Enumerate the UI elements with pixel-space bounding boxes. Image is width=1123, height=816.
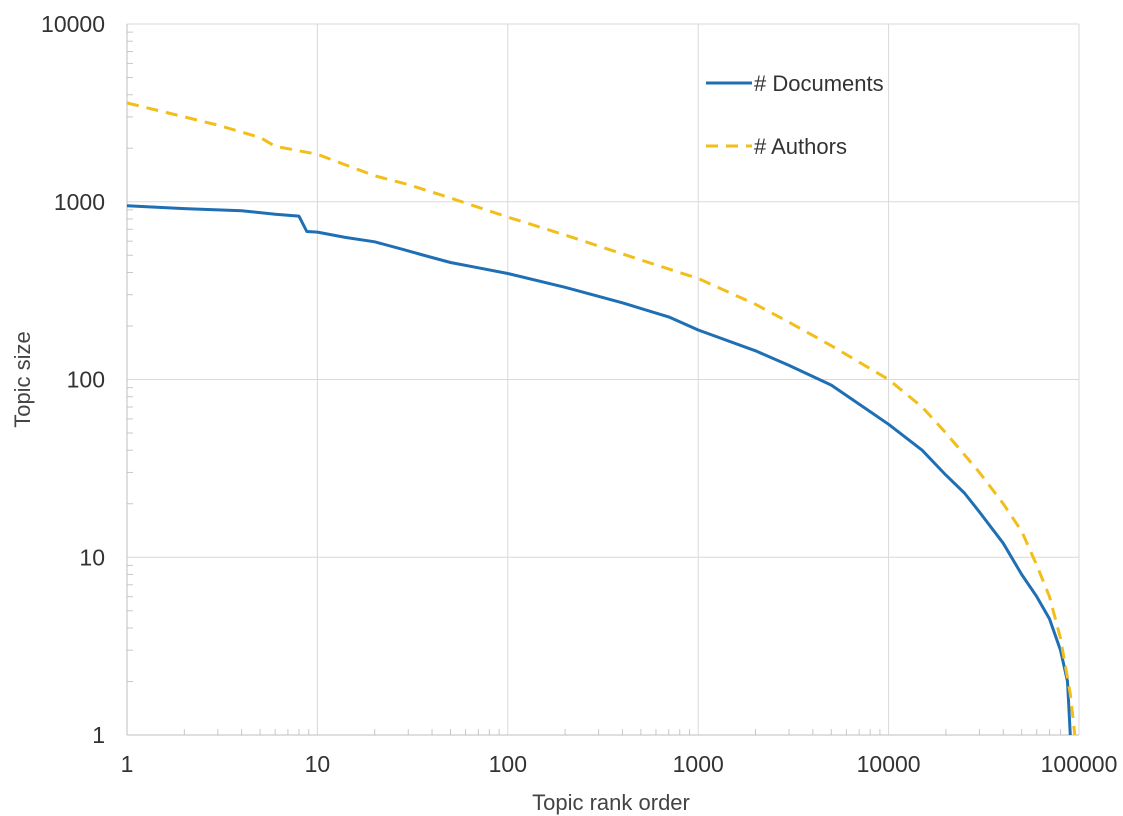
y-tick-labels: 1 10 100 1000 10000 [41, 11, 105, 748]
x-tick-label: 1000 [673, 751, 724, 777]
x-axis-title: Topic rank order [532, 790, 690, 815]
grid [127, 23, 1080, 735]
series-lines [126, 101, 1077, 736]
y-tick-label: 10 [79, 544, 105, 570]
y-axis-title: Topic size [10, 331, 35, 428]
axes [126, 24, 1079, 736]
y-tick-label: 100 [67, 367, 105, 393]
legend-label-authors: # Authors [754, 134, 847, 159]
minor-ticks [127, 31, 1071, 735]
x-tick-label: 10000 [857, 751, 921, 777]
x-tick-labels: 1 10 100 1000 10000 100000 [121, 751, 1118, 777]
legend-label-documents: # Documents [754, 71, 884, 96]
x-tick-label: 10 [305, 751, 331, 777]
x-tick-label: 100000 [1041, 751, 1118, 777]
y-tick-label: 1000 [54, 189, 105, 215]
series-line-documents [126, 204, 1072, 736]
x-tick-label: 100 [489, 751, 527, 777]
y-tick-label: 10000 [41, 11, 105, 37]
series-line-authors [126, 101, 1077, 736]
legend: # Documents # Authors [706, 71, 884, 159]
x-tick-label: 1 [121, 751, 134, 777]
y-tick-label: 1 [92, 722, 105, 748]
